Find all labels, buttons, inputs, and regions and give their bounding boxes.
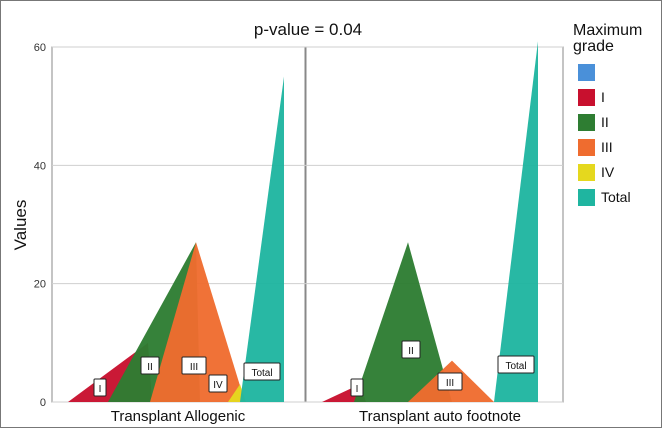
legend-swatch-iv	[578, 164, 595, 181]
legend-entry-iii: III	[578, 139, 613, 156]
y-axis: 0 20 40 60	[34, 42, 46, 409]
legend-label-i: I	[601, 89, 605, 105]
panel-label-left: Transplant Allogenic	[111, 408, 246, 425]
plot-areas	[68, 41, 538, 402]
chart-title: p-value = 0.04	[254, 20, 362, 39]
svg-text:I: I	[99, 384, 102, 395]
data-label-auto-ii: II	[401, 340, 421, 359]
svg-text:II: II	[408, 346, 414, 357]
legend-entry-iv: IV	[578, 164, 615, 181]
y-tick-label-0: 0	[40, 397, 46, 409]
area-auto-total	[494, 41, 538, 402]
svg-text:Total: Total	[251, 368, 272, 379]
data-label-allogenic-ii: II	[140, 356, 160, 375]
data-label-auto-total: Total	[497, 355, 535, 374]
data-label-auto-i: I	[350, 378, 364, 397]
svg-text:IV: IV	[213, 380, 223, 391]
legend-entry-i: I	[578, 89, 605, 106]
data-label-allogenic-iii: III	[181, 356, 207, 375]
legend-label-iv: IV	[601, 164, 615, 180]
legend-entry-blank	[578, 64, 595, 81]
area-allogenic-total	[240, 76, 284, 402]
legend-swatch-i	[578, 89, 595, 106]
legend-swatch-blank	[578, 64, 595, 81]
legend-swatch-iii	[578, 139, 595, 156]
legend-label-total: Total	[601, 189, 631, 205]
legend-title-line1: Maximum	[573, 22, 642, 39]
svg-text:III: III	[446, 378, 454, 389]
legend-entry-ii: II	[578, 114, 609, 131]
data-label-allogenic-total: Total	[243, 362, 281, 381]
svg-text:I: I	[356, 384, 359, 395]
svg-text:III: III	[190, 362, 198, 373]
y-tick-label-60: 60	[34, 42, 46, 54]
legend-label-ii: II	[601, 114, 609, 130]
y-tick-label-20: 20	[34, 279, 46, 291]
legend-entry-total: Total	[578, 189, 631, 206]
area-allogenic-iii	[150, 242, 245, 402]
legend-swatch-ii	[578, 114, 595, 131]
data-label-allogenic-i: I	[93, 378, 107, 397]
panel-label-right: Transplant auto footnote	[359, 408, 521, 425]
legend-label-iii: III	[601, 139, 613, 155]
svg-text:II: II	[147, 362, 153, 373]
data-label-auto-iii: III	[437, 372, 463, 391]
gridlines	[52, 46, 563, 403]
svg-text:Total: Total	[505, 361, 526, 372]
legend-title-line2: grade	[573, 38, 614, 55]
y-axis-label: Values	[11, 200, 30, 251]
data-label-allogenic-iv: IV	[208, 374, 228, 393]
y-tick-label-40: 40	[34, 160, 46, 172]
area-auto-ii	[354, 242, 452, 402]
legend-swatch-total	[578, 189, 595, 206]
